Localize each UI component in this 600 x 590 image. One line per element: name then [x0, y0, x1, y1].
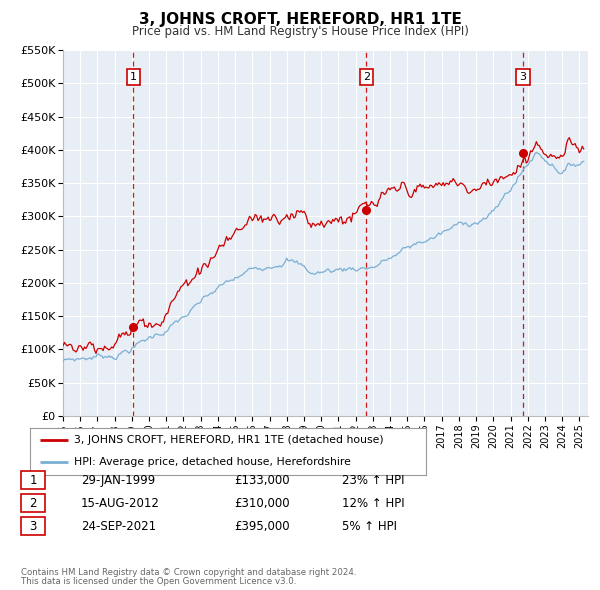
Text: 29-JAN-1999: 29-JAN-1999	[81, 474, 155, 487]
Text: 3, JOHNS CROFT, HEREFORD, HR1 1TE: 3, JOHNS CROFT, HEREFORD, HR1 1TE	[139, 12, 461, 27]
Text: 1: 1	[29, 474, 37, 487]
Text: 3: 3	[520, 72, 527, 82]
Text: 12% ↑ HPI: 12% ↑ HPI	[342, 497, 404, 510]
Text: 1: 1	[130, 72, 137, 82]
Text: 2: 2	[29, 497, 37, 510]
Text: Contains HM Land Registry data © Crown copyright and database right 2024.: Contains HM Land Registry data © Crown c…	[21, 568, 356, 577]
Text: 3: 3	[29, 520, 37, 533]
Text: 23% ↑ HPI: 23% ↑ HPI	[342, 474, 404, 487]
Text: £395,000: £395,000	[234, 520, 290, 533]
Text: £133,000: £133,000	[234, 474, 290, 487]
Text: Price paid vs. HM Land Registry's House Price Index (HPI): Price paid vs. HM Land Registry's House …	[131, 25, 469, 38]
Text: £310,000: £310,000	[234, 497, 290, 510]
Text: 2: 2	[363, 72, 370, 82]
Text: 24-SEP-2021: 24-SEP-2021	[81, 520, 156, 533]
Text: This data is licensed under the Open Government Licence v3.0.: This data is licensed under the Open Gov…	[21, 577, 296, 586]
Text: HPI: Average price, detached house, Herefordshire: HPI: Average price, detached house, Here…	[74, 457, 350, 467]
Text: 15-AUG-2012: 15-AUG-2012	[81, 497, 160, 510]
Text: 3, JOHNS CROFT, HEREFORD, HR1 1TE (detached house): 3, JOHNS CROFT, HEREFORD, HR1 1TE (detac…	[74, 435, 383, 445]
Text: 5% ↑ HPI: 5% ↑ HPI	[342, 520, 397, 533]
